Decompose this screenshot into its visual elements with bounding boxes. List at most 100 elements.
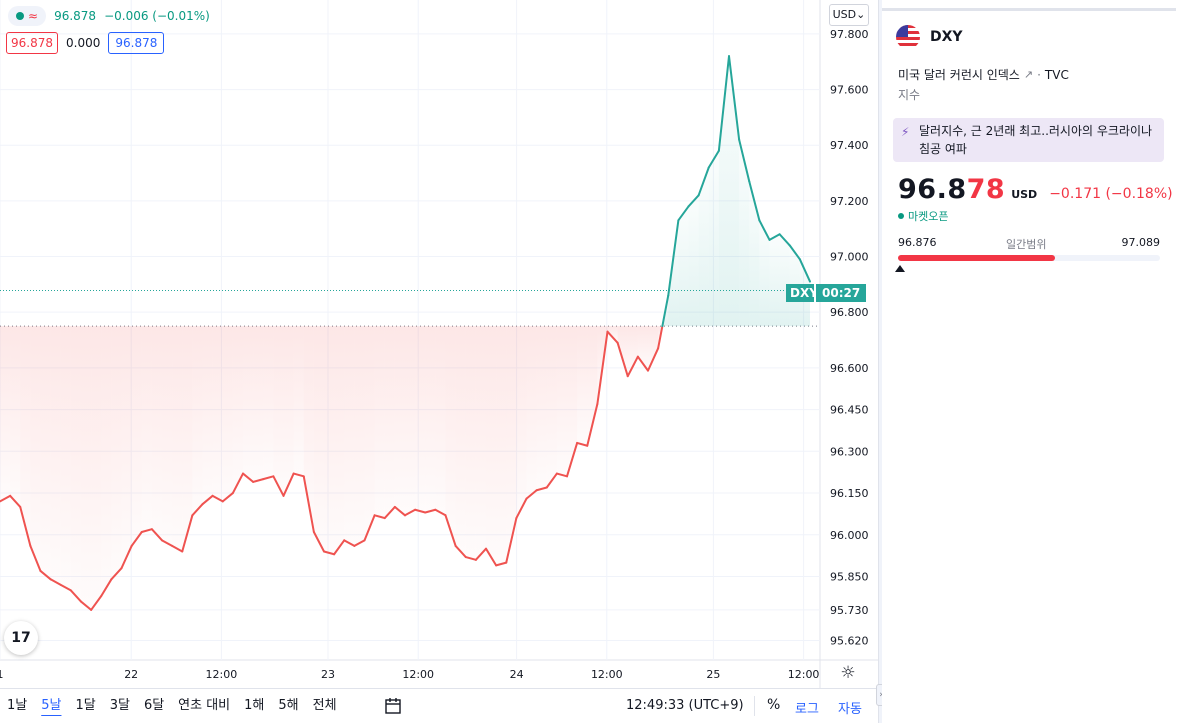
price-line-segment bbox=[788, 244, 801, 261]
symbol-name[interactable]: DXY bbox=[930, 29, 963, 45]
range-label: 일간범위 bbox=[1006, 238, 1047, 251]
range-all[interactable]: 전체 bbox=[312, 698, 337, 713]
legend-row: ≈ 96.878 −0.006 (−0.01%) bbox=[8, 6, 210, 26]
price-line-segment bbox=[171, 544, 184, 553]
news-headline[interactable]: ⚡ 달러지수, 근 2년래 최고..러시아의 우크라이나 침공 여파 bbox=[893, 118, 1164, 162]
price-line-segment bbox=[424, 508, 437, 514]
area-fill-segment bbox=[0, 326, 11, 502]
price-line-segment bbox=[272, 475, 285, 497]
price-chart[interactable]: 97.800 97.600 97.400 97.200 97.000 96.800 96.6… bbox=[0, 0, 878, 688]
price-line-segment bbox=[150, 528, 163, 542]
tradingview-logo-icon[interactable]: 17 bbox=[4, 621, 38, 655]
range-6m[interactable]: 6달 bbox=[143, 698, 165, 713]
price-line-segment bbox=[100, 578, 113, 597]
area-fill-segment bbox=[344, 326, 355, 546]
price-line-segment bbox=[414, 508, 427, 514]
area-fill-segment bbox=[162, 326, 173, 546]
price-line-segment bbox=[242, 472, 255, 483]
area-fill-segment bbox=[567, 326, 578, 477]
exchange-name[interactable]: TVC bbox=[1044, 67, 1069, 82]
area-fill-segment bbox=[678, 206, 689, 327]
percent-toggle[interactable]: % bbox=[767, 697, 781, 713]
ask-box[interactable]: 96.878 bbox=[108, 32, 165, 54]
area-fill-segment bbox=[759, 220, 770, 327]
area-fill-segment bbox=[415, 326, 426, 513]
area-fill-segment bbox=[50, 326, 61, 585]
area-fill-segment bbox=[718, 56, 729, 327]
area-fill-segment bbox=[313, 326, 324, 552]
range-ytd[interactable]: 연초 대비 bbox=[178, 698, 231, 713]
price-line-segment bbox=[596, 330, 609, 405]
price-line-segment bbox=[707, 149, 720, 169]
price-row: 96.878 USD −0.171 (−0.18%) bbox=[898, 174, 1173, 205]
price-line-segment bbox=[211, 494, 224, 503]
area-fill-segment bbox=[70, 326, 81, 602]
price-line-segment bbox=[677, 205, 690, 222]
gear-icon[interactable]: ☼ bbox=[840, 663, 856, 683]
price-line-segment bbox=[525, 489, 538, 500]
price-line-segment bbox=[535, 486, 548, 492]
price-line-segment bbox=[697, 166, 710, 197]
price-tag-symbol: DXY bbox=[786, 284, 814, 302]
calendar-icon[interactable] bbox=[384, 697, 402, 715]
price-line-segment bbox=[768, 233, 781, 241]
range-5y[interactable]: 5해 bbox=[278, 698, 299, 713]
y-tick-label: 97.200 bbox=[830, 195, 869, 208]
area-fill-segment bbox=[435, 326, 446, 516]
price-line-segment bbox=[181, 514, 194, 553]
y-tick-label: 96.600 bbox=[830, 362, 869, 375]
news-text: 달러지수, 근 2년래 최고..러시아의 우크라이나 침공 여파 bbox=[919, 124, 1153, 156]
area-fill-segment bbox=[455, 326, 466, 558]
price-line-segment bbox=[474, 547, 487, 561]
price-line-segment bbox=[738, 138, 751, 183]
symbol-description[interactable]: 미국 달러 커런시 인덱스 bbox=[898, 68, 1020, 82]
area-fill-segment bbox=[30, 326, 41, 571]
area-fill-segment bbox=[445, 326, 456, 546]
clock-time[interactable]: 12:49:33 (UTC+9) bbox=[626, 698, 744, 713]
price-line-segment bbox=[545, 472, 558, 489]
external-link-icon[interactable]: ↗ bbox=[1023, 68, 1034, 81]
area-fill-segment bbox=[374, 326, 385, 519]
time-axis: 1 22 12:00 23 12:00 24 12:00 25 12:00 bbox=[0, 668, 819, 681]
area-fill-segment bbox=[263, 326, 274, 480]
status-dot-icon bbox=[16, 12, 24, 20]
panel-divider[interactable] bbox=[878, 0, 882, 723]
price-line-segment bbox=[657, 325, 664, 350]
price-line-segment bbox=[485, 547, 498, 567]
area-fill-segment bbox=[131, 326, 142, 546]
area-fill-segment bbox=[111, 326, 122, 580]
range-3m[interactable]: 3달 bbox=[109, 698, 130, 713]
area-fill-segment bbox=[496, 326, 507, 566]
price-line-segment bbox=[201, 494, 214, 506]
auto-scale-toggle[interactable]: 자동 bbox=[838, 702, 862, 717]
log-scale-toggle[interactable]: 로그 bbox=[795, 702, 819, 717]
range-1d[interactable]: 1날 bbox=[7, 698, 28, 713]
separator-dot: · bbox=[1037, 67, 1041, 82]
price-line-segment bbox=[312, 531, 325, 553]
range-5d[interactable]: 5날 bbox=[41, 698, 62, 713]
range-1y[interactable]: 1해 bbox=[244, 698, 265, 713]
price-line-segment bbox=[748, 180, 761, 222]
area-fill-segment bbox=[708, 150, 719, 327]
price-line-segment bbox=[39, 569, 52, 581]
price-line-segment bbox=[130, 531, 143, 547]
area-fill-segment bbox=[192, 326, 203, 516]
bid-box[interactable]: 96.878 bbox=[6, 32, 58, 54]
legend-toggle[interactable]: ≈ bbox=[8, 6, 47, 26]
price-line-segment bbox=[555, 472, 568, 478]
price-line-segment bbox=[120, 544, 133, 570]
range-1m[interactable]: 1달 bbox=[75, 698, 96, 713]
price-line-segment bbox=[323, 550, 336, 556]
x-tick-label: 24 bbox=[510, 668, 524, 681]
currency-dropdown[interactable]: USD⌄ bbox=[829, 4, 869, 26]
price-line-segment bbox=[758, 219, 771, 241]
y-tick-label: 97.800 bbox=[830, 28, 869, 41]
chart-pane[interactable]: 97.800 97.600 97.400 97.200 97.000 96.800 96.6… bbox=[0, 0, 878, 688]
price-currency: USD bbox=[1011, 188, 1038, 201]
price-line-segment bbox=[798, 258, 811, 283]
area-fill-segment bbox=[475, 326, 486, 560]
area-fill-segment bbox=[10, 326, 21, 507]
area-fill-segment bbox=[202, 326, 213, 505]
area-fill-segment bbox=[253, 326, 264, 482]
area-fill-segment bbox=[405, 326, 416, 516]
